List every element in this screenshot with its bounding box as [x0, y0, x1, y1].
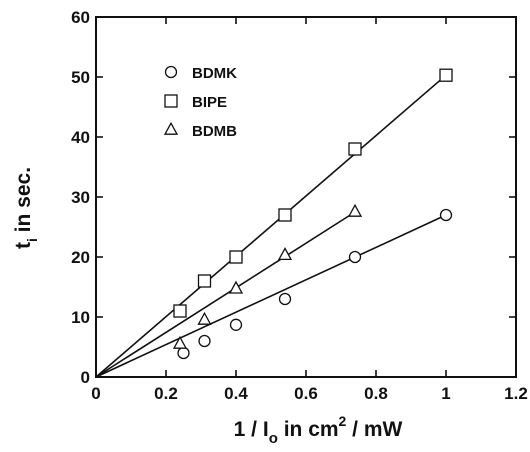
data-markers	[172, 68, 453, 360]
legend: BDMK BIPE BDMB	[163, 65, 237, 140]
data-point-bdmb	[228, 280, 244, 294]
data-point-bipe	[348, 142, 362, 156]
data-point-bipe	[197, 274, 212, 288]
legend-label-bdmb: BDMB	[192, 123, 237, 140]
axis-ticks: 0 0.2 0.4 0.6 0.8 1 1.2 0 10 20 30 40 50 60	[71, 8, 528, 403]
x-tick-label: 0.6	[294, 384, 318, 403]
y-tick-label: 0	[81, 368, 90, 387]
data-point-bipe	[278, 208, 292, 222]
data-point-bdmb	[347, 203, 363, 217]
x-axis-label-sub: o	[269, 430, 278, 447]
data-point-bipe	[229, 250, 243, 264]
y-axis-label-suffix: in sec.	[12, 167, 35, 238]
legend-marker-bdmk	[164, 65, 178, 79]
legend-marker-bdmb	[163, 121, 179, 135]
data-point-bdmk	[229, 318, 243, 331]
data-point-bdmb	[172, 335, 188, 349]
x-tick-label: 0	[91, 384, 100, 403]
x-axis-label-suffix: / mW	[346, 418, 402, 441]
data-point-bdmk	[177, 346, 190, 360]
data-point-bdmb	[197, 311, 212, 325]
y-axis-label-sub: i	[24, 238, 40, 242]
fit-line-bdmb	[95, 211, 356, 378]
x-axis-label-sup: 2	[339, 413, 347, 429]
x-tick-label: 0.4	[224, 384, 248, 403]
data-point-bdmb	[277, 247, 293, 261]
x-axis-label-prefix: 1 / I	[234, 418, 269, 441]
y-axis-label: ti in sec.	[12, 167, 40, 249]
fit-line-bdmk	[95, 214, 447, 378]
fit-lines	[95, 74, 447, 378]
x-tick-label: 1	[441, 384, 450, 403]
y-tick-label: 40	[71, 128, 90, 147]
y-tick-label: 30	[71, 188, 90, 207]
y-tick-label: 20	[71, 248, 90, 267]
legend-label-bdmk: BDMK	[192, 65, 237, 82]
legend-marker-bipe	[164, 94, 178, 108]
y-tick-label: 50	[71, 68, 90, 87]
data-point-bdmk	[198, 334, 211, 348]
x-axis-label: 1 / Io in cm2 / mW	[234, 413, 403, 447]
y-tick-label: 60	[71, 8, 90, 27]
x-tick-label: 0.8	[364, 384, 388, 403]
y-tick-label: 10	[71, 308, 90, 327]
data-point-bipe	[439, 68, 453, 82]
x-tick-label: 1.2	[504, 384, 528, 403]
data-point-bdmk	[348, 250, 362, 264]
data-point-bipe	[173, 304, 187, 318]
legend-label-bipe: BIPE	[192, 94, 227, 111]
fit-line-bipe	[95, 74, 447, 378]
data-point-bdmk	[278, 292, 292, 306]
x-axis-label-mid: in cm	[278, 418, 339, 441]
data-point-bdmk	[439, 208, 453, 222]
x-tick-label: 0.2	[154, 384, 178, 403]
y-axis-label-main: t	[12, 242, 35, 249]
